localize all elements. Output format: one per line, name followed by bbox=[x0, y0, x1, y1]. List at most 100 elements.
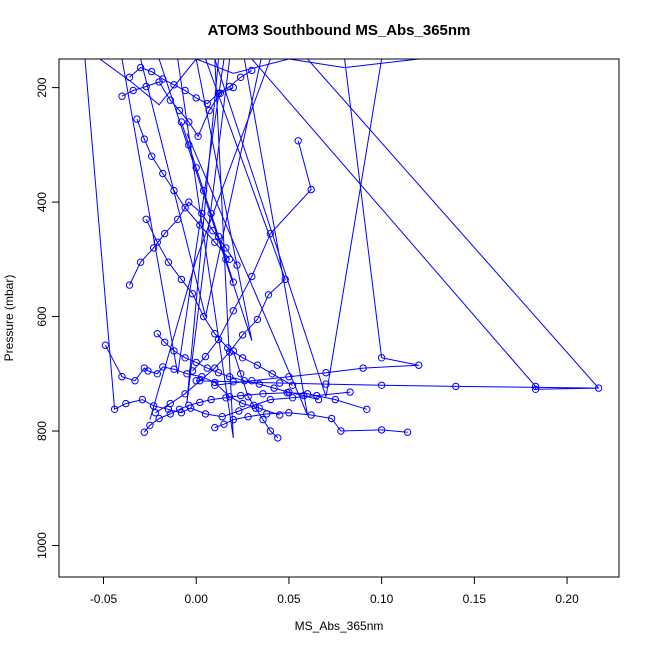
data-point bbox=[248, 377, 256, 385]
data-point bbox=[377, 354, 386, 362]
x-tick-label: 0.10 bbox=[370, 592, 394, 606]
data-point bbox=[177, 275, 186, 284]
data-point bbox=[218, 413, 226, 421]
data-point bbox=[155, 78, 163, 86]
data-point bbox=[452, 382, 460, 391]
data-point bbox=[159, 363, 167, 371]
x-tick-label: 0.00 bbox=[185, 592, 209, 606]
data-point bbox=[125, 281, 134, 289]
data-point bbox=[359, 364, 367, 372]
data-point bbox=[248, 272, 256, 281]
data-point bbox=[331, 395, 339, 404]
data-point bbox=[211, 238, 219, 246]
data-point bbox=[276, 379, 284, 387]
data-point bbox=[225, 393, 234, 401]
data-point bbox=[235, 407, 243, 415]
data-point bbox=[205, 106, 213, 115]
data-point bbox=[155, 414, 163, 423]
x-tick-label: 0.15 bbox=[463, 592, 487, 606]
data-point bbox=[144, 367, 152, 375]
data-point bbox=[377, 426, 386, 434]
data-point bbox=[148, 152, 156, 161]
data-point bbox=[196, 377, 204, 385]
data-point bbox=[229, 83, 238, 92]
data-point bbox=[268, 370, 276, 378]
data-point bbox=[403, 428, 412, 436]
data-point bbox=[248, 66, 256, 75]
data-point bbox=[185, 198, 193, 206]
data-point bbox=[188, 367, 197, 375]
profile-line-9 bbox=[156, 333, 319, 401]
data-point bbox=[131, 377, 139, 385]
data-point bbox=[216, 89, 225, 98]
data-point bbox=[264, 291, 273, 299]
data-point bbox=[270, 384, 278, 392]
profile-line-15 bbox=[180, 121, 234, 283]
data-point bbox=[170, 186, 178, 195]
data-point bbox=[201, 410, 210, 418]
data-point bbox=[170, 347, 178, 355]
data-point bbox=[251, 404, 260, 412]
y-tick-label: 600 bbox=[35, 306, 49, 326]
data-point bbox=[138, 395, 147, 404]
profile-line-12 bbox=[214, 357, 419, 386]
data-point bbox=[161, 338, 169, 346]
data-point bbox=[259, 415, 267, 424]
connector-line-6 bbox=[251, 59, 536, 387]
data-point bbox=[214, 369, 223, 377]
data-point bbox=[363, 405, 371, 413]
data-point bbox=[211, 423, 219, 432]
data-point bbox=[222, 394, 230, 402]
data-point bbox=[142, 215, 150, 224]
data-point bbox=[288, 394, 297, 402]
data-point bbox=[153, 238, 162, 246]
data-point bbox=[153, 370, 162, 378]
data-point bbox=[142, 82, 150, 91]
data-point bbox=[133, 115, 141, 123]
data-point bbox=[237, 370, 245, 378]
data-point bbox=[594, 384, 603, 392]
data-point bbox=[166, 96, 175, 104]
x-axis: -0.05 0.00 0.05 0.10 0.15 0.20 bbox=[90, 576, 579, 606]
x-tick-label: 0.05 bbox=[277, 592, 301, 606]
data-point bbox=[337, 427, 345, 435]
data-point bbox=[244, 393, 252, 401]
data-point bbox=[161, 229, 169, 238]
data-point bbox=[164, 258, 173, 266]
data-point bbox=[207, 209, 215, 218]
data-point bbox=[266, 229, 275, 238]
data-point bbox=[118, 373, 126, 381]
data-point bbox=[181, 86, 189, 95]
connector-line-12 bbox=[149, 59, 271, 420]
data-point bbox=[166, 410, 175, 418]
connector-line-8 bbox=[344, 59, 383, 358]
data-point bbox=[307, 411, 315, 419]
data-point bbox=[192, 358, 200, 367]
data-point bbox=[159, 169, 167, 178]
y-axis-label: Pressure (mbar) bbox=[2, 275, 16, 362]
data-point bbox=[229, 307, 238, 315]
connector-line-5 bbox=[214, 59, 383, 397]
data-point bbox=[129, 86, 137, 95]
data-point bbox=[225, 255, 234, 263]
data-point bbox=[110, 405, 119, 413]
data-point bbox=[294, 137, 302, 145]
data-point bbox=[177, 118, 186, 126]
data-point bbox=[101, 341, 110, 349]
data-point bbox=[203, 99, 212, 108]
data-point bbox=[166, 399, 175, 408]
data-point bbox=[136, 63, 145, 72]
connector-line-7 bbox=[307, 59, 599, 389]
data-point bbox=[198, 373, 206, 381]
data-point bbox=[118, 92, 126, 100]
data-point bbox=[237, 73, 245, 82]
data-point bbox=[170, 81, 178, 89]
data-point bbox=[303, 390, 312, 398]
y-tick-label: 200 bbox=[35, 77, 49, 97]
data-point bbox=[244, 413, 252, 421]
data-point bbox=[146, 421, 154, 429]
data-point bbox=[327, 414, 336, 423]
data-point bbox=[122, 399, 130, 408]
